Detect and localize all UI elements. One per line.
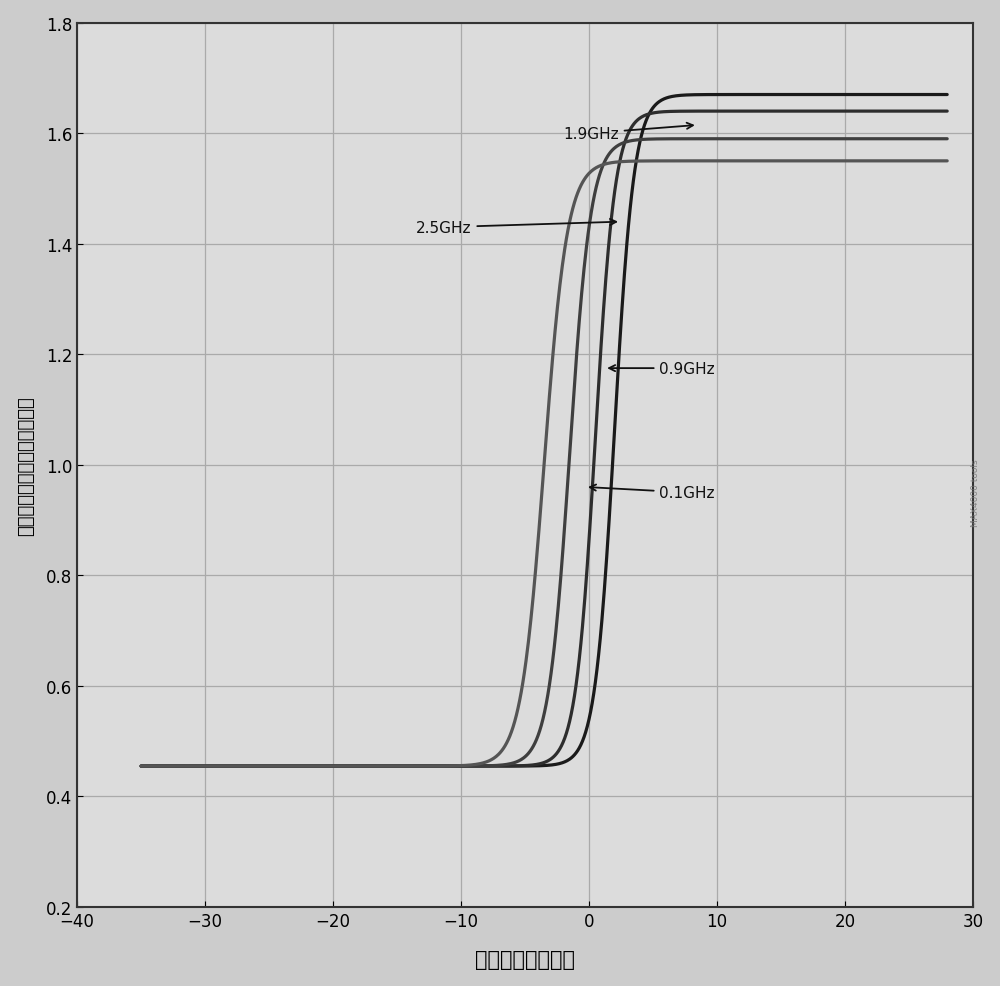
Text: 2.5GHz: 2.5GHz (416, 220, 616, 236)
X-axis label: 中频单元输出功率: 中频单元输出功率 (475, 950, 575, 969)
Text: MAX4000 tools: MAX4000 tools (970, 459, 980, 527)
Text: 0.1GHz: 0.1GHz (590, 485, 715, 501)
Text: 1.9GHz: 1.9GHz (563, 123, 693, 142)
Text: 0.9GHz: 0.9GHz (609, 361, 715, 377)
Y-axis label: 中频功率控制电路的输入电压: 中频功率控制电路的输入电压 (17, 395, 35, 535)
